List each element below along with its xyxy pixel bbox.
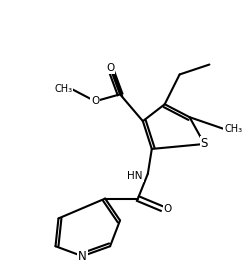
Text: O: O xyxy=(91,96,99,106)
Text: HN: HN xyxy=(127,171,143,181)
Text: S: S xyxy=(201,138,208,150)
Text: CH₃: CH₃ xyxy=(54,84,72,94)
Text: O: O xyxy=(106,63,114,73)
Text: N: N xyxy=(78,250,87,263)
Text: O: O xyxy=(164,204,172,214)
Text: CH₃: CH₃ xyxy=(224,124,242,134)
